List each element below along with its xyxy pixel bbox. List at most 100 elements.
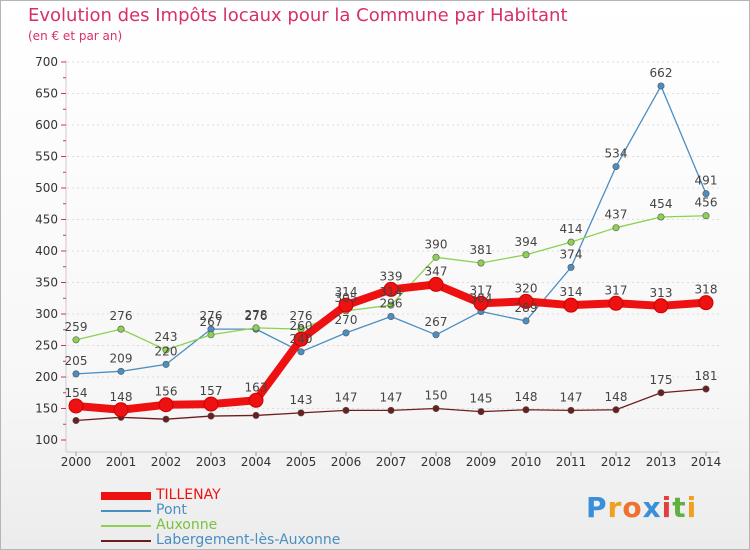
data-point-tillenay (338, 297, 354, 313)
y-tick-label: 400 (35, 244, 58, 258)
data-label-tillenay: 260 (290, 319, 313, 333)
data-point-labergement-l-s-auxonne (657, 389, 665, 397)
data-point-pont (72, 370, 80, 378)
data-point-pont (567, 263, 575, 271)
data-point-auxonne (567, 238, 575, 246)
y-tick-label: 100 (35, 433, 58, 447)
data-label-auxonne: 454 (650, 197, 673, 211)
logo-letter: t (672, 491, 687, 524)
data-label-tillenay: 347 (425, 264, 448, 278)
data-label-auxonne: 314 (380, 285, 403, 299)
data-label-pont: 220 (155, 344, 178, 358)
data-label-pont: 289 (515, 301, 538, 315)
data-label-pont: 662 (650, 66, 673, 80)
data-point-tillenay (518, 293, 534, 309)
data-label-pont: 276 (245, 309, 268, 323)
x-tick-label: 2012 (601, 455, 632, 469)
data-label-auxonne: 243 (155, 330, 178, 344)
data-point-labergement-l-s-auxonne (207, 412, 215, 420)
data-point-pont (432, 331, 440, 339)
y-tick-label: 600 (35, 118, 58, 132)
data-label-tillenay: 156 (155, 385, 178, 399)
data-label-auxonne: 276 (290, 309, 313, 323)
y-tick-label: 450 (35, 213, 58, 227)
y-tick-label: 700 (35, 55, 58, 69)
y-tick-label: 300 (35, 307, 58, 321)
data-point-auxonne (207, 331, 215, 339)
data-label-pont: 209 (110, 351, 133, 365)
data-label-tillenay: 148 (110, 390, 133, 404)
data-point-labergement-l-s-auxonne (612, 406, 620, 414)
data-point-labergement-l-s-auxonne (387, 406, 395, 414)
x-tick-label: 2001 (106, 455, 137, 469)
x-tick-label: 2011 (556, 455, 587, 469)
data-label-auxonne: 305 (335, 291, 358, 305)
data-point-auxonne (162, 346, 170, 354)
data-label-auxonne: 381 (470, 243, 493, 257)
data-point-labergement-l-s-auxonne (252, 411, 260, 419)
data-point-tillenay (608, 295, 624, 311)
data-label-tillenay: 317 (470, 283, 493, 297)
y-tick-label: 650 (35, 87, 58, 101)
data-point-auxonne (702, 212, 710, 220)
data-point-labergement-l-s-auxonne (567, 406, 575, 414)
data-label-auxonne: 267 (200, 315, 223, 329)
data-point-pont (387, 313, 395, 321)
data-point-auxonne (387, 301, 395, 309)
data-label-tillenay: 320 (515, 281, 538, 295)
legend-swatch-labergement (101, 540, 151, 542)
data-point-pont (522, 317, 530, 325)
y-tick-label: 150 (35, 402, 58, 416)
data-label-auxonne: 456 (695, 196, 718, 210)
data-point-tillenay (653, 298, 669, 314)
data-label-auxonne: 414 (560, 222, 583, 236)
data-label-labergement-l-s-auxonne: 148 (605, 390, 628, 404)
data-point-tillenay (698, 295, 714, 311)
y-tick-label: 200 (35, 370, 58, 384)
data-point-tillenay (428, 276, 444, 292)
data-point-pont (117, 367, 125, 375)
data-label-pont: 267 (425, 315, 448, 329)
data-label-tillenay: 313 (650, 286, 673, 300)
x-tick-label: 2010 (511, 455, 542, 469)
data-label-tillenay: 318 (695, 283, 718, 297)
legend-label-auxonne: Auxonne (156, 517, 218, 533)
data-point-tillenay (158, 397, 174, 413)
data-point-tillenay (248, 392, 264, 408)
logo-letter: i (686, 491, 698, 524)
data-label-auxonne: 390 (425, 237, 448, 251)
data-label-pont: 534 (605, 147, 628, 161)
data-point-pont (162, 360, 170, 368)
x-tick-label: 2006 (331, 455, 362, 469)
data-point-auxonne (657, 213, 665, 221)
data-point-pont (297, 348, 305, 356)
data-label-tillenay: 339 (380, 269, 403, 283)
data-point-labergement-l-s-auxonne (342, 406, 350, 414)
data-label-labergement-l-s-auxonne: 145 (470, 392, 493, 406)
data-label-tillenay: 317 (605, 283, 628, 297)
data-label-auxonne: 394 (515, 235, 538, 249)
data-point-auxonne (432, 253, 440, 261)
data-label-pont: 374 (560, 247, 583, 261)
legend-label-pont: Pont (156, 502, 187, 518)
data-label-pont: 304 (470, 291, 493, 305)
logo-letter: i (661, 491, 673, 524)
proxiti-logo: Proxiti (586, 491, 697, 524)
x-tick-label: 2007 (376, 455, 407, 469)
x-tick-label: 2009 (466, 455, 497, 469)
data-point-auxonne (477, 259, 485, 267)
x-tick-label: 2008 (421, 455, 452, 469)
data-label-tillenay: 157 (200, 384, 223, 398)
x-tick-label: 2005 (286, 455, 317, 469)
data-label-auxonne: 259 (65, 320, 88, 334)
data-label-pont: 296 (380, 297, 403, 311)
data-point-auxonne (72, 336, 80, 344)
data-point-tillenay (203, 396, 219, 412)
logo-letter: o (622, 491, 643, 524)
data-point-pont (612, 163, 620, 171)
data-point-auxonne (612, 224, 620, 232)
data-label-tillenay: 154 (65, 386, 88, 400)
x-tick-label: 2000 (61, 455, 92, 469)
data-point-tillenay (68, 398, 84, 414)
data-label-tillenay: 314 (560, 285, 583, 299)
